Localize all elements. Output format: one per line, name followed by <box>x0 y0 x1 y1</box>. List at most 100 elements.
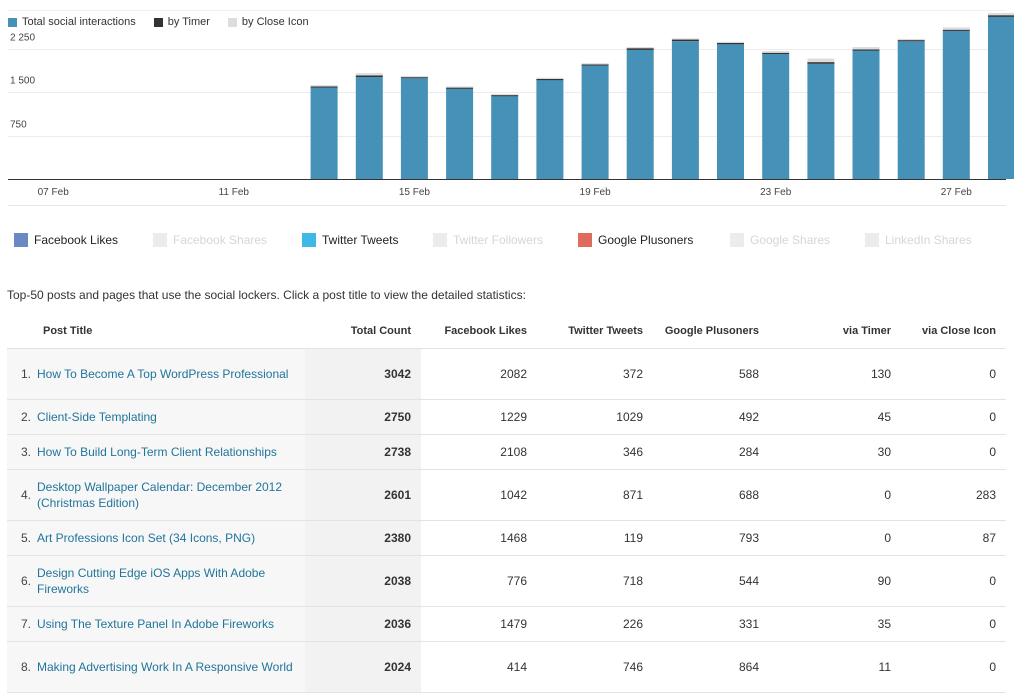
bar-segment <box>355 77 383 179</box>
twitter-tweets-cell: 119 <box>537 520 653 556</box>
network-toggle-linkedin-shares[interactable]: LinkedIn Shares <box>865 232 972 248</box>
twitter-tweets-cell: 346 <box>537 434 653 470</box>
bar-segment <box>897 41 925 179</box>
network-toggle-twitter-followers[interactable]: Twitter Followers <box>433 232 543 248</box>
twitter-tweets-cell: 226 <box>537 606 653 642</box>
bar-segment <box>671 39 699 42</box>
network-toggle-google-plusoners[interactable]: Google Plusoners <box>578 232 693 248</box>
post-title-link[interactable]: Desktop Wallpaper Calendar: December 201… <box>37 480 283 510</box>
bar-segment <box>310 85 338 87</box>
network-label: Google Shares <box>750 233 831 247</box>
color-swatch <box>865 233 879 247</box>
via-close-icon-cell: 0 <box>901 555 1006 607</box>
post-title-cell: Desktop Wallpaper Calendar: December 201… <box>37 469 305 521</box>
post-title-link[interactable]: How To Build Long-Term Client Relationsh… <box>37 445 277 459</box>
bar-segment <box>536 78 564 81</box>
column-header-facebook-likes[interactable]: Facebook Likes <box>444 325 527 337</box>
twitter-tweets-cell: 1029 <box>537 399 653 435</box>
bar-segment <box>942 30 970 179</box>
facebook-likes-cell: 1479 <box>421 606 537 642</box>
via-close-icon-cell: 87 <box>901 520 1006 556</box>
post-title-link[interactable]: Making Advertising Work In A Responsive … <box>37 660 293 674</box>
legend-item-total[interactable]: Total social interactions <box>8 15 136 29</box>
bar-segment <box>446 88 474 179</box>
network-label: Facebook Shares <box>173 233 268 247</box>
post-title-link[interactable]: Client-Side Templating <box>37 410 157 424</box>
via-timer-cell: 30 <box>769 434 901 470</box>
column-header-post-title[interactable]: Post Title <box>43 325 93 337</box>
column-header-via-close-icon[interactable]: via Close Icon <box>922 325 996 337</box>
facebook-likes-cell: 1042 <box>421 469 537 521</box>
row-number: 2. <box>7 399 37 435</box>
bar-segment <box>626 49 654 180</box>
column-header-twitter-tweets[interactable]: Twitter Tweets <box>568 325 643 337</box>
column-header-total-count[interactable]: Total Count <box>350 325 411 337</box>
network-selector: Facebook Likes Facebook Shares Twitter T… <box>14 232 1004 250</box>
y-tick-label: 1 500 <box>10 76 35 87</box>
bar-segment <box>762 52 790 54</box>
post-title-cell: Client-Side Templating <box>37 399 305 435</box>
facebook-likes-cell: 1229 <box>421 399 537 435</box>
network-toggle-facebook-likes[interactable]: Facebook Likes <box>14 232 118 248</box>
facebook-likes-cell: 1468 <box>421 520 537 556</box>
y-tick-label: 2 250 <box>10 33 35 44</box>
table-header-row: Post Title Total Count Facebook Likes Tw… <box>7 314 1006 349</box>
network-toggle-facebook-shares[interactable]: Facebook Shares <box>153 232 267 248</box>
post-title-link[interactable]: Design Cutting Edge iOS Apps With Adobe … <box>37 566 266 596</box>
post-title-link[interactable]: Using The Texture Panel In Adobe Firewor… <box>37 617 275 631</box>
total-count-cell: 3042 <box>305 348 421 400</box>
column-header-google-plusoners[interactable]: Google Plusoners <box>664 325 759 337</box>
legend-swatch <box>153 17 163 27</box>
bar-segment <box>446 87 474 89</box>
bar-segment <box>581 64 609 66</box>
bar-segment <box>581 65 609 179</box>
post-title-link[interactable]: Art Professions Icon Set (34 Icons, PNG) <box>37 531 256 545</box>
total-count-cell: 2380 <box>305 520 421 556</box>
bar-segment <box>355 73 383 76</box>
total-count-cell: 2738 <box>305 434 421 470</box>
legend-label: Total social interactions <box>22 16 136 28</box>
bar-segment <box>491 93 519 96</box>
color-swatch <box>302 233 316 247</box>
interactions-chart: 750 1 500 2 250 07 Feb 11 Feb 15 Feb 19 Feb 23 … <box>8 10 1014 206</box>
bar-segment <box>717 43 744 45</box>
column-header-via-timer[interactable]: via Timer <box>842 325 891 337</box>
network-label: Facebook Likes <box>34 233 119 247</box>
twitter-tweets-cell: 718 <box>537 555 653 607</box>
via-close-icon-cell: 283 <box>901 469 1006 521</box>
x-tick-label: 23 Feb <box>760 187 792 198</box>
network-toggle-google-shares[interactable]: Google Shares <box>730 232 830 248</box>
legend-item-close[interactable]: by Close Icon <box>227 15 309 29</box>
row-number: 7. <box>7 606 37 642</box>
bar-segment <box>491 95 519 97</box>
total-count-cell: 2036 <box>305 606 421 642</box>
bar-segment <box>807 62 835 64</box>
total-count-cell: 2750 <box>305 399 421 435</box>
facebook-likes-cell: 414 <box>421 641 537 693</box>
via-timer-cell: 35 <box>769 606 901 642</box>
google-plusoners-cell: 544 <box>653 555 769 607</box>
bar-segment <box>626 47 654 49</box>
row-number: 8. <box>7 641 37 693</box>
table-row: 7. Using The Texture Panel In Adobe Fire… <box>7 606 1006 642</box>
twitter-tweets-cell: 871 <box>537 469 653 521</box>
bar-segment <box>988 12 1014 16</box>
bar-segment <box>491 96 519 179</box>
x-tick-label: 27 Feb <box>941 187 973 198</box>
bar-segment <box>717 41 744 43</box>
table-row: 1. How To Become A Top WordPress Profess… <box>7 348 1006 400</box>
bar-segment <box>852 47 880 50</box>
google-plusoners-cell: 588 <box>653 348 769 400</box>
via-timer-cell: 0 <box>769 469 901 521</box>
legend-item-timer[interactable]: by Timer <box>153 15 210 29</box>
via-close-icon-cell: 0 <box>901 641 1006 693</box>
table-row: 6. Design Cutting Edge iOS Apps With Ado… <box>7 555 1006 607</box>
via-timer-cell: 45 <box>769 399 901 435</box>
x-tick-label: 11 Feb <box>219 187 250 198</box>
table-row: 5. Art Professions Icon Set (34 Icons, P… <box>7 520 1006 556</box>
post-title-link[interactable]: How To Become A Top WordPress Profession… <box>37 367 289 381</box>
legend-label: by Timer <box>167 16 210 28</box>
network-label: Twitter Tweets <box>322 233 399 247</box>
post-title-cell: Using The Texture Panel In Adobe Firewor… <box>37 606 305 642</box>
network-toggle-twitter-tweets[interactable]: Twitter Tweets <box>302 232 398 248</box>
